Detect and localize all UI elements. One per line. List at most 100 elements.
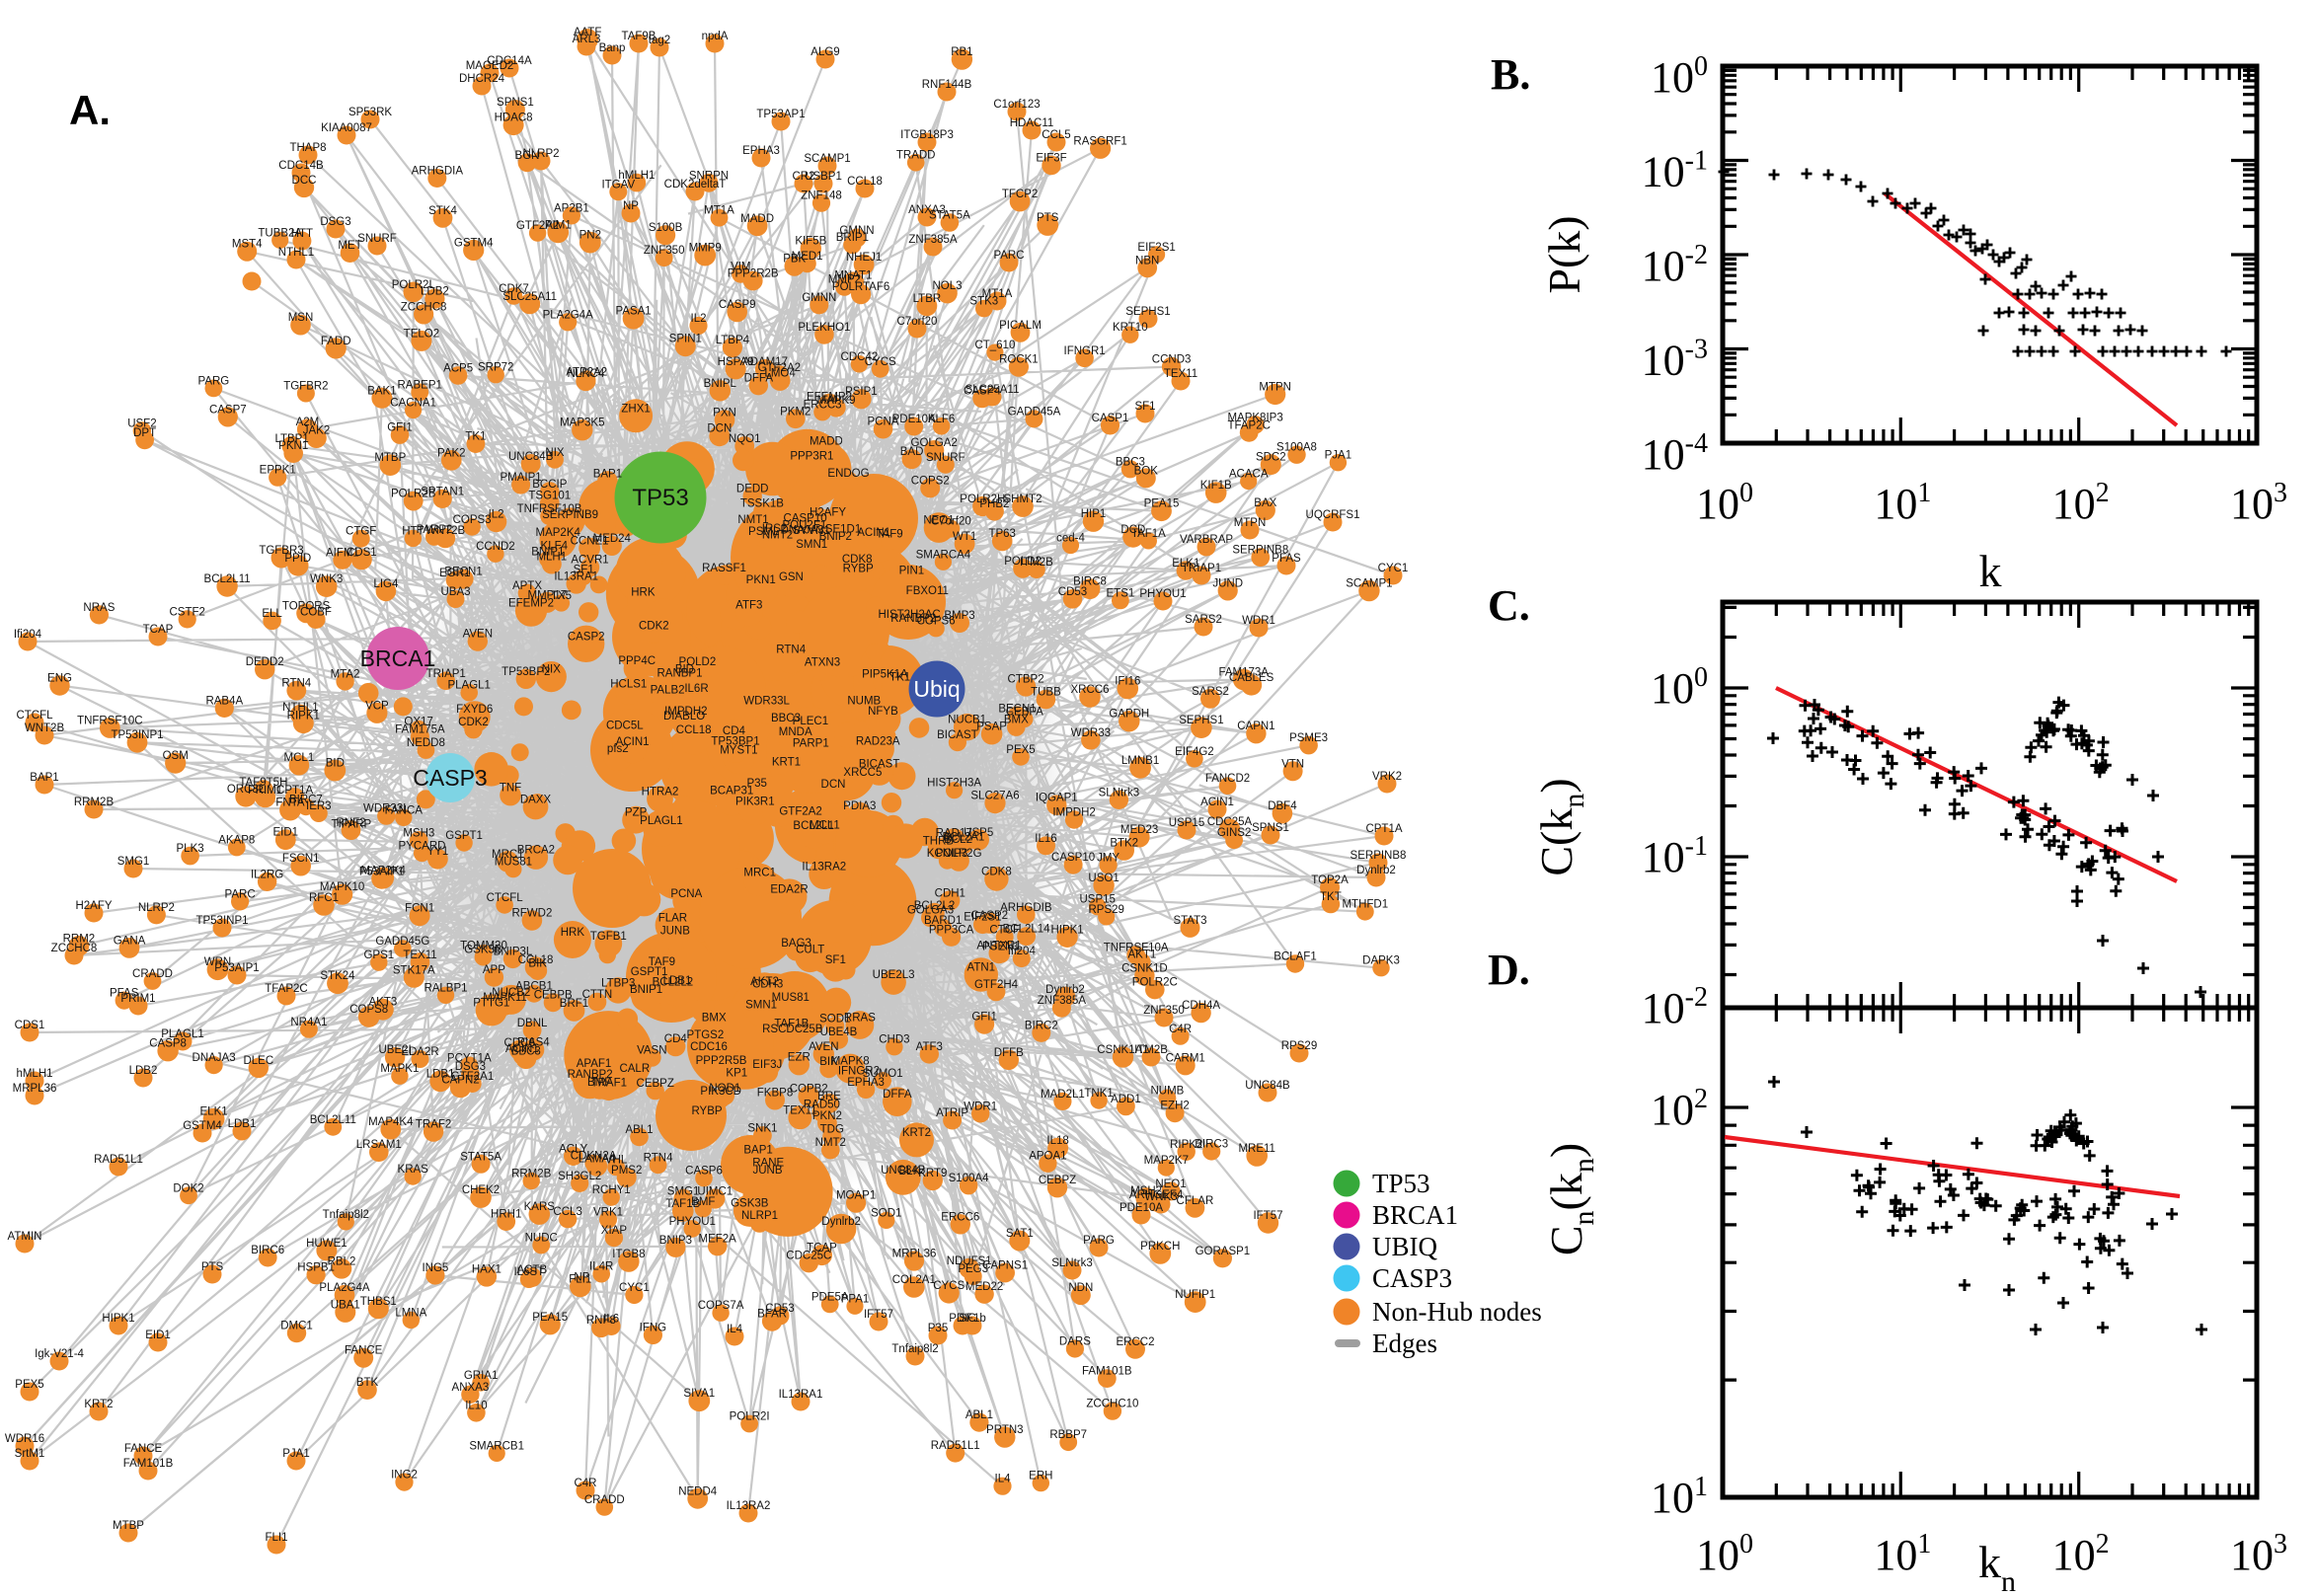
svg-text:npdA: npdA bbox=[702, 31, 729, 42]
svg-text:SNK1: SNK1 bbox=[747, 1123, 777, 1135]
svg-text:CDH1: CDH1 bbox=[935, 887, 965, 899]
svg-text:GSPT1: GSPT1 bbox=[631, 966, 668, 978]
svg-text:KARS: KARS bbox=[524, 1201, 556, 1213]
svg-text:ELK1: ELK1 bbox=[1172, 558, 1199, 570]
svg-text:DBF4: DBF4 bbox=[1268, 800, 1297, 812]
svg-text:EGR1: EGR1 bbox=[439, 568, 470, 579]
svg-text:ING5: ING5 bbox=[422, 1262, 448, 1274]
svg-text:SF1b: SF1b bbox=[959, 1313, 986, 1325]
svg-text:THBS1: THBS1 bbox=[360, 1296, 397, 1308]
svg-text:TGFBR2: TGFBR2 bbox=[283, 381, 328, 393]
svg-text:CCNE1: CCNE1 bbox=[571, 536, 609, 548]
svg-text:SPNS1: SPNS1 bbox=[1252, 822, 1289, 834]
svg-text:DFFB: DFFB bbox=[994, 1047, 1024, 1059]
svg-text:KIAA0087: KIAA0087 bbox=[321, 122, 372, 134]
svg-text:MRC1: MRC1 bbox=[492, 849, 524, 861]
svg-text:MAGED2: MAGED2 bbox=[466, 60, 514, 72]
svg-text:TNF: TNF bbox=[500, 783, 521, 795]
svg-text:IMPDH2: IMPDH2 bbox=[1052, 807, 1095, 819]
svg-text:RCHY1: RCHY1 bbox=[592, 1184, 631, 1196]
svg-text:BRCA2: BRCA2 bbox=[517, 845, 555, 857]
svg-text:AKT3: AKT3 bbox=[369, 997, 398, 1009]
svg-text:SNRPN: SNRPN bbox=[689, 170, 729, 182]
svg-text:THAP8: THAP8 bbox=[289, 142, 326, 154]
svg-text:GTF2A2: GTF2A2 bbox=[516, 220, 559, 232]
svg-text:CYCS: CYCS bbox=[865, 356, 896, 368]
svg-text:ATF3: ATF3 bbox=[916, 1041, 943, 1053]
svg-text:JAK2: JAK2 bbox=[303, 425, 331, 437]
svg-text:PEX5: PEX5 bbox=[1006, 744, 1035, 756]
svg-text:PHYOU1: PHYOU1 bbox=[669, 1216, 716, 1228]
svg-text:CALR: CALR bbox=[619, 1063, 650, 1075]
svg-text:CDC25A: CDC25A bbox=[1207, 816, 1253, 828]
svg-text:CPT1A: CPT1A bbox=[276, 785, 313, 797]
svg-text:NUCB2: NUCB2 bbox=[492, 987, 530, 999]
svg-text:STK17A: STK17A bbox=[393, 964, 435, 976]
svg-text:TP53AP1: TP53AP1 bbox=[756, 109, 805, 120]
svg-text:ACIN1: ACIN1 bbox=[1200, 797, 1234, 808]
svg-text:BAK1: BAK1 bbox=[367, 385, 396, 397]
svg-text:A.: A. bbox=[69, 87, 111, 133]
svg-text:PLEKHO1: PLEKHO1 bbox=[798, 322, 850, 334]
svg-text:IL6R: IL6R bbox=[684, 683, 708, 695]
svg-text:BMX: BMX bbox=[1004, 715, 1029, 726]
svg-text:PIM1: PIM1 bbox=[545, 219, 572, 231]
svg-text:SCAMP1: SCAMP1 bbox=[804, 153, 850, 165]
svg-text:BIRC6: BIRC6 bbox=[251, 1245, 284, 1256]
svg-text:GPS1: GPS1 bbox=[363, 950, 394, 961]
svg-text:CSNK1D: CSNK1D bbox=[1121, 962, 1168, 974]
svg-text:MAP2K4: MAP2K4 bbox=[536, 527, 581, 539]
svg-text:ANXA3: ANXA3 bbox=[452, 1382, 490, 1394]
svg-text:APOA1: APOA1 bbox=[1029, 1151, 1066, 1163]
svg-text:TSG101: TSG101 bbox=[528, 490, 571, 501]
svg-text:CSTF2: CSTF2 bbox=[169, 606, 204, 618]
svg-text:MSN: MSN bbox=[288, 312, 314, 324]
svg-text:PRIM1: PRIM1 bbox=[120, 993, 155, 1005]
svg-text:TAF9T5H: TAF9T5H bbox=[239, 777, 287, 789]
svg-text:NDUFS1: NDUFS1 bbox=[947, 1255, 992, 1267]
svg-text:NHEJ1: NHEJ1 bbox=[846, 252, 882, 264]
svg-text:NLRP1: NLRP1 bbox=[741, 1210, 778, 1222]
svg-text:PLAGL1: PLAGL1 bbox=[640, 815, 682, 827]
svg-text:TGFB1: TGFB1 bbox=[590, 931, 627, 943]
svg-text:ADD1: ADD1 bbox=[1111, 1094, 1141, 1105]
svg-text:SF1: SF1 bbox=[825, 954, 846, 966]
svg-text:SDC2: SDC2 bbox=[1256, 452, 1286, 464]
svg-text:hMLH1: hMLH1 bbox=[618, 170, 655, 182]
svg-text:FAM101B: FAM101B bbox=[123, 1458, 174, 1470]
svg-text:PPP3CA: PPP3CA bbox=[929, 924, 974, 936]
svg-text:C7orf20: C7orf20 bbox=[897, 316, 938, 328]
svg-text:PIK3CD: PIK3CD bbox=[700, 1086, 741, 1098]
svg-text:UBA1: UBA1 bbox=[331, 1299, 360, 1311]
svg-text:SYVN1: SYVN1 bbox=[793, 525, 830, 537]
svg-text:RIPK1: RIPK1 bbox=[287, 711, 320, 722]
svg-text:TP63: TP63 bbox=[988, 528, 1016, 540]
svg-text:BNIP2: BNIP2 bbox=[819, 531, 852, 543]
svg-text:SH3GL2: SH3GL2 bbox=[558, 1171, 601, 1182]
svg-text:PDE10A: PDE10A bbox=[1119, 1202, 1163, 1214]
svg-text:ATF3: ATF3 bbox=[735, 599, 762, 611]
svg-text:NUMB: NUMB bbox=[1150, 1085, 1184, 1097]
svg-text:VASN: VASN bbox=[637, 1044, 666, 1056]
svg-text:ERCC3: ERCC3 bbox=[804, 400, 842, 412]
svg-text:LMNA: LMNA bbox=[395, 1308, 426, 1320]
svg-text:CAPNS1: CAPNS1 bbox=[982, 1260, 1028, 1272]
svg-text:CRADD: CRADD bbox=[584, 1494, 625, 1506]
svg-text:MST4: MST4 bbox=[232, 239, 263, 251]
svg-text:TRAF1: TRAF1 bbox=[591, 1078, 627, 1090]
svg-text:XRCC5: XRCC5 bbox=[843, 767, 882, 779]
svg-text:PTTG1: PTTG1 bbox=[473, 997, 509, 1009]
svg-text:BNIP1: BNIP1 bbox=[531, 547, 564, 559]
svg-text:B.: B. bbox=[1491, 50, 1530, 99]
svg-text:APAF1: APAF1 bbox=[577, 1058, 612, 1070]
svg-text:IQGAP1: IQGAP1 bbox=[1036, 793, 1078, 804]
svg-text:TFAP2C: TFAP2C bbox=[1227, 419, 1270, 431]
svg-text:RTN4: RTN4 bbox=[281, 678, 311, 690]
svg-text:FCN1: FCN1 bbox=[405, 903, 434, 915]
svg-text:WDR33L: WDR33L bbox=[743, 696, 790, 708]
svg-text:SMG1: SMG1 bbox=[117, 856, 150, 868]
svg-text:BNIP1: BNIP1 bbox=[630, 984, 662, 996]
svg-text:HDAC11: HDAC11 bbox=[1010, 117, 1054, 129]
svg-text:AKAP8: AKAP8 bbox=[218, 835, 255, 847]
svg-text:CYC1: CYC1 bbox=[619, 1282, 650, 1294]
